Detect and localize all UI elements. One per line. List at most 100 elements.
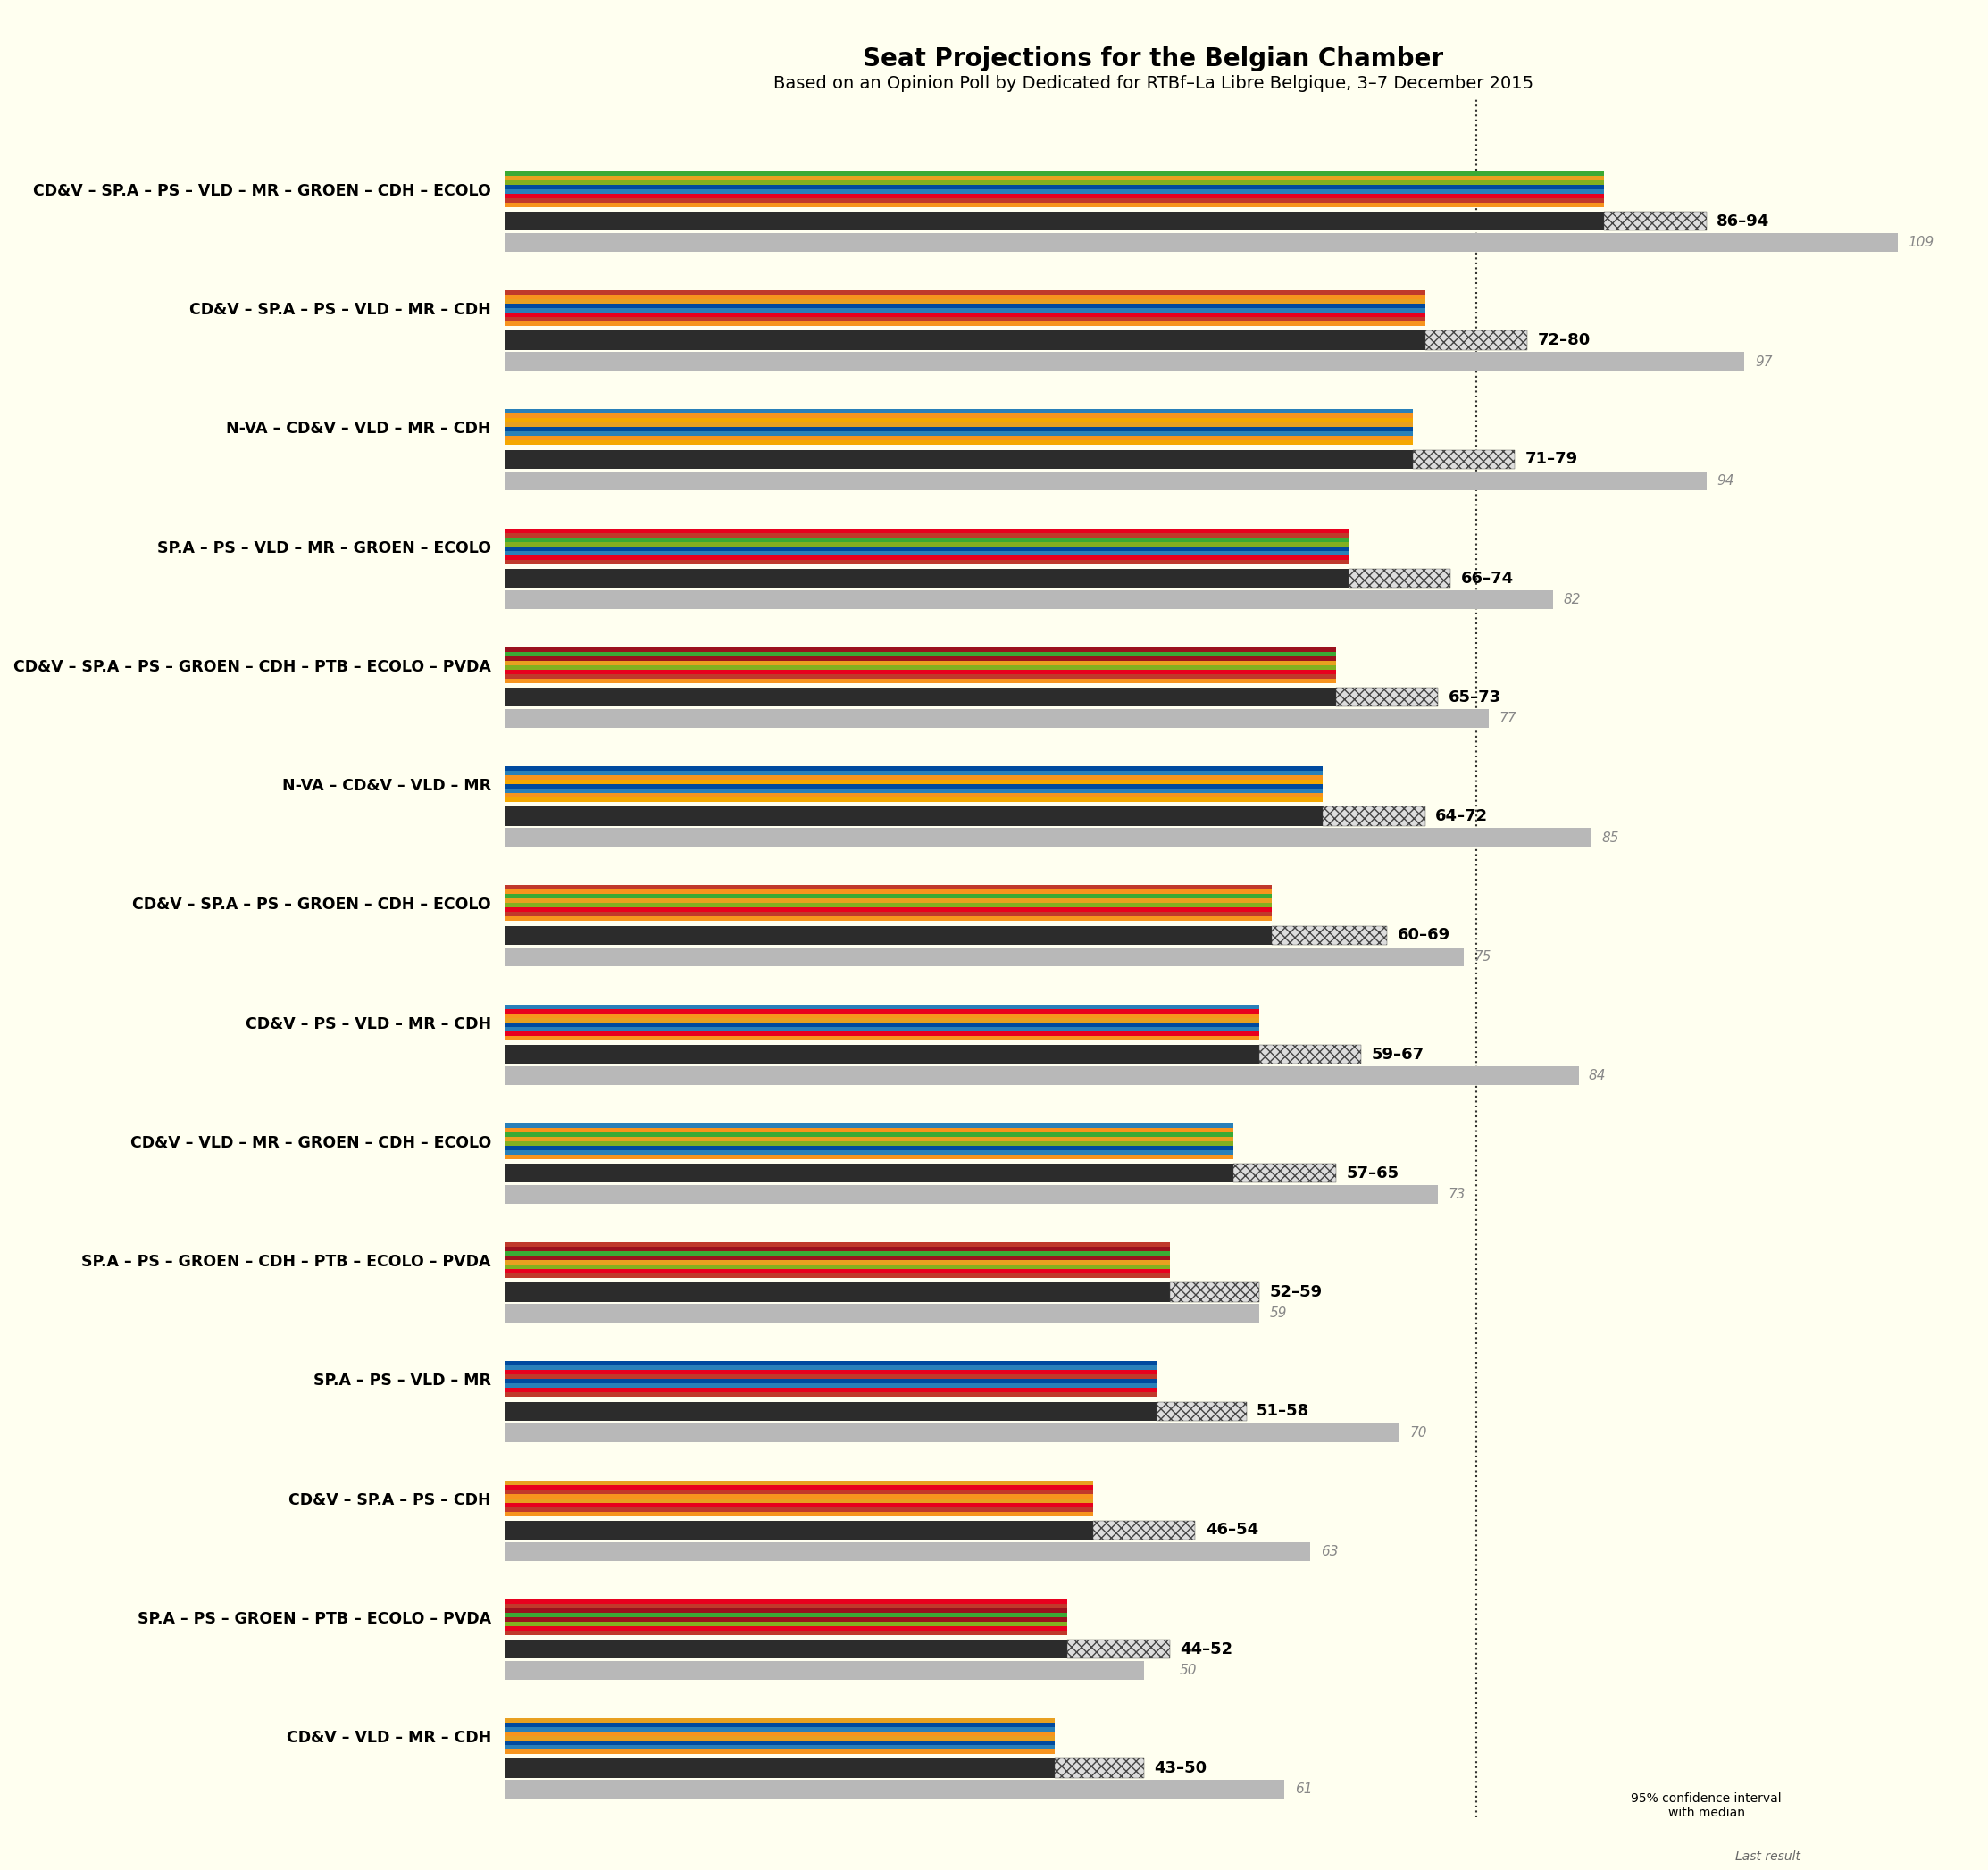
Bar — [505, 234, 1899, 252]
Bar — [505, 1023, 1258, 1027]
Bar — [505, 1361, 1157, 1365]
Bar — [505, 1599, 1068, 1604]
Bar — [505, 1036, 1258, 1040]
Bar — [505, 309, 1425, 312]
Bar — [505, 312, 1425, 318]
Bar — [505, 666, 1336, 669]
Bar — [505, 797, 1324, 802]
Bar — [505, 322, 1425, 325]
Bar — [505, 413, 1411, 419]
Bar — [505, 1066, 1578, 1085]
Bar — [505, 669, 1336, 673]
Text: 66–74: 66–74 — [1461, 570, 1513, 587]
Text: 77: 77 — [1499, 712, 1517, 726]
Text: 94: 94 — [1716, 473, 1734, 488]
Bar — [505, 432, 1411, 436]
Bar — [505, 1618, 1068, 1621]
Bar — [505, 1621, 1068, 1627]
Text: 63: 63 — [1320, 1545, 1338, 1558]
Bar — [505, 1498, 1093, 1502]
Text: Last result: Last result — [1736, 1851, 1801, 1863]
Bar — [505, 352, 1745, 372]
Text: 60–69: 60–69 — [1398, 928, 1449, 942]
Bar — [505, 1485, 1093, 1489]
Bar — [505, 1270, 1169, 1273]
Bar — [505, 542, 1348, 546]
Bar — [1630, 1849, 1732, 1864]
Bar — [505, 172, 1604, 176]
Bar — [505, 885, 1272, 890]
Bar — [505, 1631, 1068, 1634]
Bar — [505, 1251, 1169, 1255]
Bar — [1604, 211, 1706, 230]
Bar — [505, 1502, 1093, 1507]
Text: Seat Projections for the Belgian Chamber: Seat Projections for the Belgian Chamber — [863, 47, 1443, 71]
Bar — [505, 1384, 1157, 1388]
Text: 61: 61 — [1294, 1782, 1312, 1797]
Bar — [505, 591, 1553, 610]
Bar — [505, 784, 1324, 789]
Text: 51–58: 51–58 — [1256, 1402, 1310, 1419]
Text: 43–50: 43–50 — [1155, 1760, 1207, 1776]
Bar — [505, 926, 1272, 944]
Bar — [505, 555, 1348, 559]
Bar — [1692, 1834, 1732, 1849]
Bar — [505, 198, 1604, 202]
Text: 95% confidence interval
with median: 95% confidence interval with median — [1630, 1791, 1781, 1820]
Text: 46–54: 46–54 — [1205, 1522, 1258, 1539]
Bar — [505, 1378, 1157, 1384]
Bar — [505, 1273, 1169, 1277]
Bar — [505, 426, 1411, 432]
Bar — [505, 946, 1463, 967]
Text: 109: 109 — [1908, 236, 1934, 249]
Text: 71–79: 71–79 — [1525, 451, 1578, 468]
Bar — [1411, 451, 1515, 469]
Bar — [505, 1750, 1056, 1754]
Bar — [505, 471, 1706, 490]
Bar — [505, 1719, 1056, 1722]
Bar — [505, 1027, 1258, 1030]
Bar — [505, 1728, 1056, 1732]
Bar — [1056, 1758, 1145, 1778]
Bar — [505, 1045, 1258, 1064]
Bar — [505, 1741, 1056, 1745]
Bar — [505, 295, 1425, 299]
Bar — [505, 1520, 1093, 1539]
Bar — [505, 660, 1336, 666]
Text: 59–67: 59–67 — [1372, 1045, 1423, 1062]
Bar — [505, 1154, 1235, 1159]
Bar — [505, 1780, 1284, 1799]
Bar — [1157, 1402, 1246, 1421]
Bar — [505, 568, 1348, 587]
Text: Based on an Opinion Poll by Dedicated for RTBf–La Libre Belgique, 3–7 December 2: Based on an Opinion Poll by Dedicated fo… — [773, 75, 1533, 92]
Bar — [505, 1604, 1068, 1608]
Text: 50: 50 — [1181, 1664, 1197, 1677]
Bar — [505, 318, 1425, 322]
Bar — [1272, 926, 1388, 944]
Bar — [505, 559, 1348, 565]
Bar — [505, 1017, 1258, 1023]
Bar — [1235, 1163, 1336, 1182]
Text: 86–94: 86–94 — [1716, 213, 1769, 230]
Bar — [505, 441, 1411, 445]
Bar — [505, 903, 1272, 907]
Bar — [505, 1661, 1145, 1679]
Bar — [505, 1264, 1169, 1270]
Bar — [505, 776, 1324, 780]
Bar — [505, 189, 1604, 194]
Bar — [505, 1242, 1169, 1247]
Bar — [505, 767, 1324, 770]
Bar — [505, 423, 1411, 426]
Text: 82: 82 — [1563, 593, 1580, 606]
Bar — [505, 793, 1324, 797]
Bar — [505, 1283, 1169, 1302]
Bar — [505, 1004, 1258, 1008]
Bar — [505, 1128, 1235, 1131]
Text: 65–73: 65–73 — [1447, 690, 1501, 705]
Bar — [505, 410, 1411, 413]
Bar — [505, 1758, 1056, 1778]
Bar — [505, 1374, 1157, 1378]
Bar — [505, 1137, 1235, 1141]
Bar — [505, 907, 1272, 913]
Bar — [505, 546, 1348, 550]
